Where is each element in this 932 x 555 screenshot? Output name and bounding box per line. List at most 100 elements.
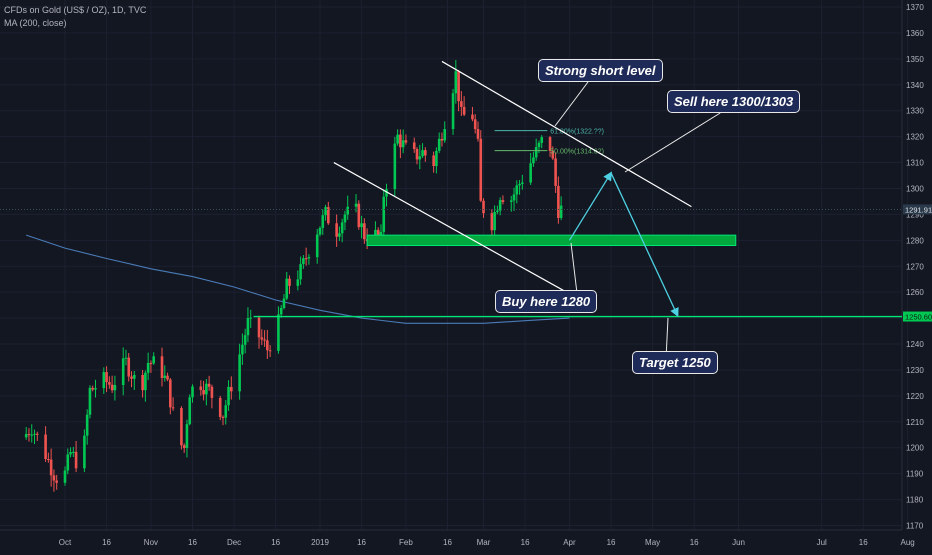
- candle-down: [399, 134, 402, 148]
- candle-up: [454, 71, 458, 94]
- price-tick-label: 1230: [906, 366, 924, 375]
- candle-down: [160, 356, 164, 378]
- price-tick-label: 1220: [906, 392, 924, 401]
- candle-up: [144, 372, 147, 391]
- candle-up: [343, 214, 347, 223]
- callout-strong-short-level[interactable]: Strong short level: [538, 59, 663, 82]
- candle-down: [260, 337, 264, 340]
- candle-up: [315, 234, 319, 258]
- candle-down: [171, 407, 175, 409]
- candle-down: [149, 362, 153, 364]
- callout-pointer: [570, 242, 578, 291]
- candle-up: [88, 387, 92, 415]
- candle-up: [435, 150, 438, 167]
- last-price-badge: [903, 204, 932, 215]
- price-tick-label: 1320: [906, 133, 924, 142]
- chart-legend: CFDs on Gold (US$ / OZ), 1D, TVC MA (200…: [4, 4, 146, 30]
- candle-down: [182, 445, 186, 448]
- projection-arrow: [610, 172, 679, 318]
- candle-up: [521, 182, 524, 184]
- candle-up: [354, 203, 358, 207]
- price-tick-label: 1240: [906, 340, 924, 349]
- candle-up: [338, 233, 341, 237]
- candle-up: [238, 354, 241, 392]
- fib-level-label: 61.80%(1322.??): [550, 129, 604, 136]
- candle-down: [74, 451, 78, 469]
- candle-up: [515, 185, 519, 195]
- candle-down: [357, 203, 361, 228]
- candle-down: [551, 150, 555, 159]
- candle-up: [493, 212, 496, 231]
- candle-up: [132, 374, 136, 379]
- candle-down: [210, 386, 214, 398]
- time-tick-label: Mar: [477, 538, 491, 547]
- indicator-label[interactable]: MA (200, close): [4, 18, 67, 28]
- price-tick-label: 1290: [906, 210, 924, 219]
- ma-200-line: [26, 234, 570, 324]
- price-tick-label: 1340: [906, 81, 924, 90]
- candle-up: [324, 207, 327, 216]
- candle-up: [191, 386, 194, 398]
- time-axis[interactable]: Oct 16 Nov 16 Dec 16 2019 16 Feb 16 Mar 16 Apr 16 May 1…: [59, 538, 915, 547]
- candle-down: [471, 114, 474, 120]
- moving-average: [26, 234, 570, 324]
- candle-up: [385, 189, 388, 197]
- candle-down: [440, 138, 444, 141]
- channel-line-upper: [441, 60, 692, 208]
- candle-up: [279, 307, 283, 315]
- last-price-badge-label: 1291.91: [905, 205, 932, 214]
- candle-down: [476, 129, 480, 139]
- candle-down: [548, 137, 552, 151]
- candle-down: [27, 434, 31, 436]
- candle-up: [113, 385, 117, 391]
- candle-up: [451, 93, 455, 130]
- candle-up: [85, 414, 89, 436]
- time-tick-label: 16: [271, 538, 280, 547]
- price-tick-label: 1300: [906, 184, 924, 193]
- candle-up: [518, 183, 521, 186]
- candle-up: [241, 344, 244, 355]
- candle-down: [490, 213, 494, 231]
- symbol-title[interactable]: CFDs on Gold (US$ / OZ), 1D, TVC: [4, 5, 147, 15]
- candle-up: [83, 435, 86, 469]
- price-tick-label: 1170: [906, 522, 924, 531]
- price-tick-label: 1360: [906, 29, 924, 38]
- candle-up: [318, 227, 322, 235]
- price-tick-label: 1330: [906, 107, 924, 116]
- time-tick-label: 16: [690, 538, 699, 547]
- candle-down: [335, 223, 338, 237]
- candle-down: [169, 379, 172, 408]
- callout-sell-here[interactable]: Sell here 1300/1303: [667, 90, 801, 113]
- callout-buy-here[interactable]: Buy here 1280: [495, 290, 598, 313]
- time-tick-label: Oct: [59, 538, 72, 547]
- candle-up: [559, 205, 563, 218]
- time-tick-label: 16: [859, 538, 868, 547]
- price-axis[interactable]: 1170118011901200121012201230124012501260…: [903, 3, 932, 531]
- time-tick-label: 16: [607, 538, 616, 547]
- candle-up: [66, 454, 70, 471]
- candle-up: [249, 317, 253, 319]
- candle-up: [30, 434, 34, 436]
- candle-up: [205, 383, 208, 395]
- candle-down: [432, 155, 435, 167]
- candle-down: [207, 383, 211, 387]
- candle-up: [246, 318, 250, 336]
- candle-up: [299, 264, 302, 280]
- fib-level-label: 50.00%(1314.62): [550, 149, 604, 156]
- time-tick-label: 2019: [311, 538, 329, 547]
- price-tick-label: 1210: [906, 418, 924, 427]
- candle-up: [124, 357, 128, 359]
- candle-up: [307, 257, 311, 259]
- callout-target[interactable]: Target 1250: [632, 351, 718, 374]
- candle-up: [152, 356, 155, 364]
- candle-down: [554, 158, 557, 186]
- candle-up: [529, 163, 532, 183]
- candle-up: [540, 137, 544, 143]
- candle-down: [166, 375, 169, 380]
- price-tick-label: 1270: [906, 262, 924, 271]
- candle-down: [462, 106, 466, 115]
- time-tick-label: Jun: [732, 538, 745, 547]
- price-tick-label: 1200: [906, 444, 924, 453]
- target-price-badge-label: 1250.60: [905, 313, 932, 322]
